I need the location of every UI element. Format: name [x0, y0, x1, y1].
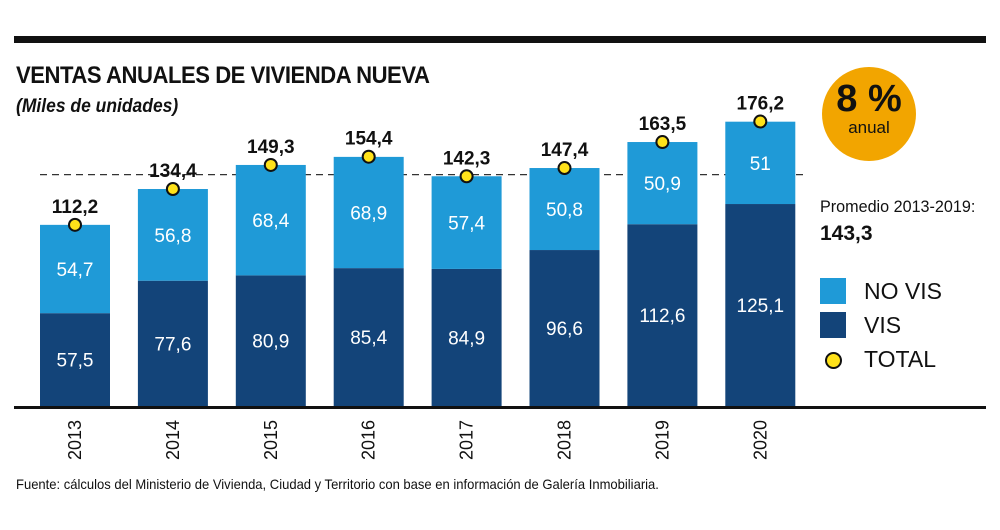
bar-novis-2020 [725, 121, 796, 205]
growth-badge-label: anual [848, 118, 890, 137]
label-novis-2014: 56,8 [154, 226, 191, 247]
label-vis-2017: 84,9 [448, 328, 485, 349]
bar-vis-2017 [431, 268, 502, 406]
total-dot-2017 [459, 169, 474, 184]
bar-vis-2018 [529, 250, 600, 406]
legend-swatch-vis [820, 312, 846, 338]
average-value: 143,3 [820, 222, 873, 245]
bar-vis-2013 [40, 313, 110, 406]
label-vis-2018: 96,6 [546, 319, 583, 340]
label-total-2019: 163,5 [639, 114, 687, 135]
label-vis-2015: 80,9 [252, 332, 289, 353]
year-label-2016: 2016 [359, 420, 379, 460]
year-label-2017: 2017 [457, 420, 477, 460]
bar-vis-2020 [725, 204, 796, 406]
label-novis-2013: 54,7 [57, 260, 94, 281]
total-dot-2014 [165, 182, 180, 197]
chart-subtitle: (Miles de unidades) [16, 96, 179, 117]
year-label-2020: 2020 [750, 420, 770, 460]
label-vis-2013: 57,5 [57, 351, 94, 372]
total-dot-2019 [655, 135, 670, 150]
bar-novis-2016 [333, 156, 404, 269]
label-novis-2020: 51 [750, 154, 771, 175]
year-label-2018: 2018 [555, 420, 575, 460]
label-total-2016: 154,4 [345, 129, 393, 150]
source-note: Fuente: cálculos del Ministerio de Vivie… [16, 476, 659, 492]
total-dot-2018 [557, 161, 572, 176]
legend-label-vis: VIS [864, 312, 902, 338]
chart-title: VENTAS ANUALES DE VIVIENDA NUEVA [16, 62, 430, 89]
bar-vis-2019 [627, 224, 698, 406]
legend-label-total: TOTAL [864, 346, 936, 372]
bar-vis-2015 [235, 275, 306, 406]
bar-novis-2014 [137, 189, 208, 281]
label-novis-2019: 50,9 [644, 174, 681, 195]
bar-novis-2017 [431, 176, 502, 269]
label-vis-2016: 85,4 [350, 328, 387, 349]
bar-vis-2016 [333, 268, 404, 406]
label-novis-2015: 68,4 [252, 211, 289, 232]
legend-swatch-novis [820, 278, 846, 304]
label-novis-2017: 57,4 [448, 214, 485, 235]
label-vis-2014: 77,6 [154, 334, 191, 355]
year-label-2013: 2013 [65, 420, 85, 460]
bar-novis-2018 [529, 168, 600, 251]
total-dot-2020 [753, 114, 768, 129]
chart-area: 57,5 54,7 112,2 2013 77,6 56,8 134,4 2014 80,9 68… [14, 94, 986, 460]
label-total-2020: 176,2 [737, 94, 785, 115]
label-total-2017: 142,3 [443, 148, 491, 169]
total-dot-2015 [263, 157, 278, 172]
bar-novis-2019 [627, 142, 698, 225]
year-label-2015: 2015 [261, 420, 281, 460]
label-total-2013: 112,2 [52, 197, 99, 218]
year-label-2014: 2014 [163, 420, 183, 460]
top-rule [14, 36, 986, 43]
growth-badge-value: 8 % [836, 78, 902, 120]
label-novis-2018: 50,8 [546, 200, 583, 221]
label-vis-2019: 112,6 [639, 306, 685, 327]
year-label-2019: 2019 [652, 420, 672, 460]
bar-novis-2013 [40, 224, 110, 314]
bar-novis-2015 [235, 164, 306, 276]
bar-vis-2014 [137, 280, 208, 406]
label-total-2015: 149,3 [247, 137, 295, 158]
total-dot-2013 [68, 217, 82, 232]
label-novis-2016: 68,9 [350, 204, 387, 225]
average-label: Promedio 2013-2019: [820, 197, 976, 216]
label-total-2014: 134,4 [149, 161, 197, 182]
label-vis-2020: 125,1 [737, 296, 785, 317]
total-dot-2016 [361, 149, 376, 164]
growth-badge: 8 % anual [822, 67, 916, 161]
legend-label-novis: NO VIS [864, 278, 942, 304]
legend-dot-total [825, 352, 842, 369]
label-total-2018: 147,4 [541, 140, 589, 161]
